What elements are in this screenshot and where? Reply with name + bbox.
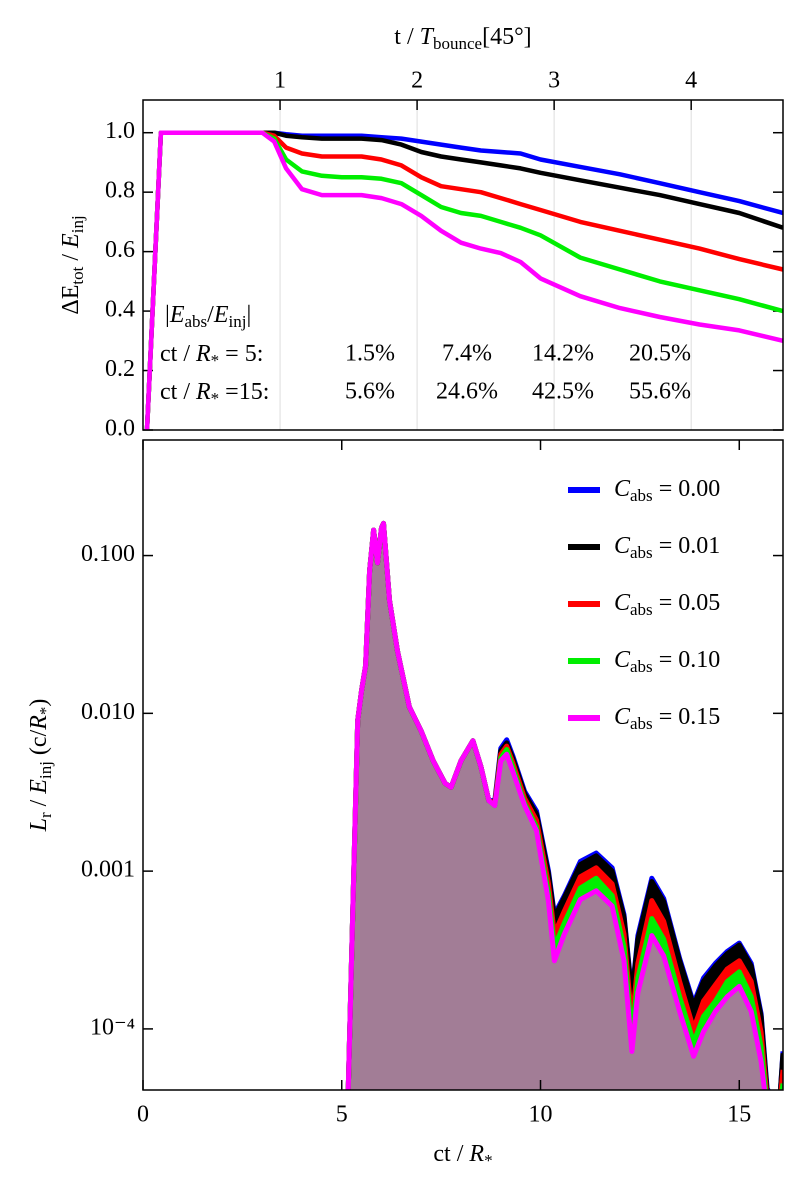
text-part: = 0.05 — [653, 590, 721, 616]
annotation-value: 1.5% — [345, 341, 395, 367]
text-part: E — [169, 302, 185, 328]
text-part: t / — [394, 24, 419, 50]
annotation-value: 55.6% — [629, 379, 691, 405]
text-part: T — [420, 24, 435, 50]
text-part: abs — [630, 657, 653, 676]
text-part: abs — [630, 486, 653, 505]
x-tick-label: 10 — [529, 1102, 553, 1128]
text-part: / — [207, 302, 214, 328]
x2-tick-label: 1 — [274, 68, 286, 94]
text-part: tot — [68, 266, 87, 284]
text-part: [45°] — [482, 24, 532, 50]
text-part: C — [614, 476, 631, 502]
text-part: = 0.15 — [653, 704, 721, 730]
text-part: / — [26, 794, 52, 813]
text-part: R — [195, 379, 211, 405]
annotation-value: 20.5% — [629, 341, 691, 367]
text-part: | — [246, 302, 251, 328]
text-part: ct / — [160, 341, 196, 367]
area-fill — [348, 523, 765, 1090]
y-tick-label: 0.0 — [105, 416, 135, 442]
text-part: bounce — [433, 34, 482, 53]
annotation-value: 42.5% — [532, 379, 594, 405]
text-part: | — [165, 302, 170, 328]
text-part: R — [468, 1141, 484, 1167]
x2-tick-label: 3 — [548, 68, 560, 94]
text-part: R — [26, 715, 52, 731]
legend-label: Cabs = 0.10 — [614, 647, 720, 676]
text-part: = 0.01 — [653, 533, 721, 559]
text-part: =15: — [219, 379, 269, 405]
y-tick-label: 0.2 — [105, 356, 135, 382]
text-part: r — [36, 812, 55, 818]
y-tick-label: 1.0 — [105, 118, 135, 144]
series-line — [345, 520, 768, 1090]
text-part: inj — [36, 761, 55, 779]
text-part: = 5: — [219, 341, 263, 367]
annotation-value: 24.6% — [436, 379, 498, 405]
text-part: / — [58, 248, 84, 267]
text-part: ΔE — [58, 285, 84, 315]
annotation-row-label: ct / R* =15: — [160, 379, 269, 408]
plot-frame — [142, 439, 784, 1091]
y-tick-label: 0.010 — [81, 699, 135, 725]
y-tick-label: 0.4 — [105, 297, 135, 323]
text-part: * — [211, 389, 220, 408]
x2-tick-label: 4 — [685, 68, 697, 94]
y-tick-label: 0.8 — [105, 178, 135, 204]
text-part: * — [36, 707, 55, 716]
plot-areas — [345, 520, 783, 1090]
plot-frame — [142, 99, 784, 431]
annotation-header: |Eabs/Einj| — [165, 302, 251, 331]
text-part: abs — [630, 543, 653, 562]
x-tick-label: 0 — [137, 1102, 149, 1128]
text-part: E — [26, 779, 52, 795]
text-part: R — [195, 341, 211, 367]
y-tick-label: 0.100 — [81, 541, 135, 567]
annotation-value: 14.2% — [532, 341, 594, 367]
plot-lines — [144, 130, 783, 430]
text-part: E — [213, 302, 229, 328]
text-part: = 0.10 — [653, 647, 721, 673]
text-part: ) — [26, 699, 52, 707]
text-part: inj — [68, 215, 87, 233]
text-part: L — [26, 818, 52, 832]
annotation-value: 7.4% — [442, 341, 492, 367]
y-tick-label: 0.6 — [105, 237, 135, 263]
text-part: (c/ — [26, 729, 52, 761]
text-part: C — [614, 704, 631, 730]
text-part: = 0.00 — [653, 476, 721, 502]
text-part: abs — [184, 312, 207, 331]
x-tick-label: 15 — [727, 1102, 751, 1128]
x2-axis-title: t / Tbounce[45°] — [394, 24, 531, 53]
text-part: abs — [630, 600, 653, 619]
text-part: ct / — [433, 1141, 469, 1167]
legend-label: Cabs = 0.01 — [614, 533, 720, 562]
legend-label: Cabs = 0.05 — [614, 590, 720, 619]
y-tick-label: 10⁻⁴ — [90, 1014, 135, 1040]
x2-tick-label: 2 — [411, 68, 423, 94]
x-axis-title: ct / R* — [433, 1141, 492, 1170]
y-axis-title: Lr / Einj (c/R*) — [26, 699, 55, 833]
y-tick-label: 0.001 — [81, 857, 135, 883]
series-line — [144, 130, 783, 430]
text-part: C — [614, 647, 631, 673]
text-part: inj — [229, 312, 247, 331]
text-part: ct / — [160, 379, 196, 405]
text-part: * — [484, 1151, 493, 1170]
y-axis-title: ΔEtot / Einj — [58, 215, 87, 314]
text-part: C — [614, 533, 631, 559]
legend-label: Cabs = 0.15 — [614, 704, 720, 733]
text-part: * — [211, 351, 220, 370]
text-part: E — [58, 233, 84, 249]
text-part: abs — [630, 714, 653, 733]
legend-label: Cabs = 0.00 — [614, 476, 720, 505]
x-tick-label: 5 — [336, 1102, 348, 1128]
annotation-row-label: ct / R* = 5: — [160, 341, 263, 370]
text-part: C — [614, 590, 631, 616]
annotation-value: 5.6% — [345, 379, 395, 405]
